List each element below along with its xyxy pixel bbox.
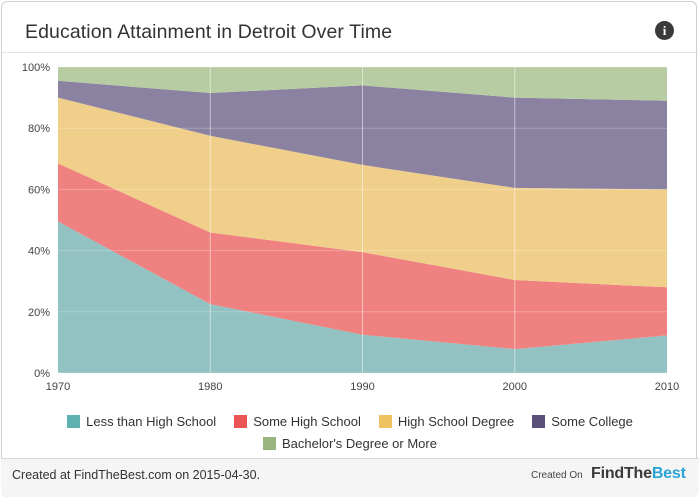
legend-swatch	[378, 414, 392, 428]
legend-label: Bachelor's Degree or More	[282, 435, 437, 451]
y-tick-label: 100%	[22, 62, 50, 74]
legend-swatch	[263, 436, 277, 450]
legend-item[interactable]: Some High School	[234, 414, 361, 429]
legend-item[interactable]: Bachelor's Degree or More	[263, 436, 437, 451]
info-icon[interactable]: i	[655, 21, 674, 40]
legend-row: Bachelor's Degree or More	[0, 432, 700, 454]
legend-swatch	[532, 414, 546, 428]
legend-label: Some High School	[253, 413, 361, 429]
legend-swatch	[234, 414, 248, 428]
x-tick-label: 2010	[655, 381, 679, 393]
brand-logo-accent: Best	[651, 465, 686, 482]
legend-item[interactable]: Some College	[532, 414, 633, 429]
brand-logo-part: FindThe	[591, 465, 652, 482]
legend-label: Less than High School	[86, 413, 217, 429]
y-tick-label: 60%	[28, 184, 50, 196]
x-tick-label: 1980	[198, 381, 222, 393]
y-tick-label: 40%	[28, 246, 50, 258]
chart-title: Education Attainment in Detroit Over Tim…	[25, 21, 393, 43]
legend-row: Less than High School Some High School Hig…	[0, 410, 700, 432]
x-tick-label: 1990	[350, 381, 374, 393]
legend-label: High School Degree	[397, 413, 515, 429]
legend-item[interactable]: Less than High School	[67, 414, 216, 429]
y-tick-label: 0%	[34, 368, 50, 380]
legend: Less than High School Some High School Hig…	[0, 410, 700, 454]
x-tick-label: 1970	[46, 381, 70, 393]
credit-text: Created at FindTheBest.com on 2015-04-30…	[12, 468, 261, 482]
stacked-area-chart: 0% 20% 40% 60% 80% 100% 1970 1980 1990 2000 2010	[22, 62, 679, 393]
y-axis-ticks: 0% 20% 40% 60% 80% 100%	[22, 62, 50, 380]
footer: Created at FindTheBest.com on 2015-04-30…	[1, 458, 699, 497]
x-axis-ticks: 1970 1980 1990 2000 2010	[46, 381, 679, 393]
brand-logo[interactable]: FindTheBest	[591, 465, 686, 483]
legend-item[interactable]: High School Degree	[378, 413, 515, 429]
x-tick-label: 2000	[503, 381, 527, 393]
header-divider	[2, 52, 698, 53]
legend-swatch	[67, 414, 81, 428]
y-tick-label: 80%	[28, 123, 50, 135]
created-on-label: Created On	[531, 470, 583, 481]
y-tick-label: 20%	[28, 307, 50, 319]
legend-label: Some College	[551, 413, 633, 429]
gridlines	[58, 66, 667, 374]
